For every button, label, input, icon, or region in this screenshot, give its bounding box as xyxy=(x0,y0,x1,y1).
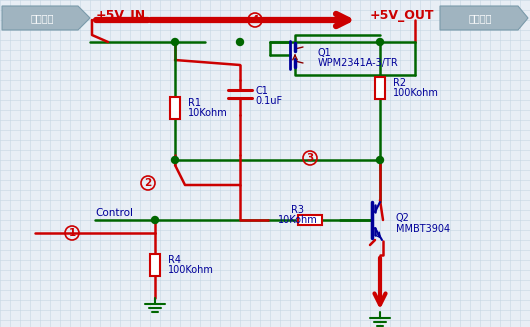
Text: 0.1uF: 0.1uF xyxy=(255,96,282,106)
Text: Control: Control xyxy=(95,208,133,218)
Text: +5V_OUT: +5V_OUT xyxy=(370,9,435,23)
Text: 100Kohm: 100Kohm xyxy=(168,265,214,275)
Text: 3: 3 xyxy=(306,153,314,163)
Text: 10Kohm: 10Kohm xyxy=(278,215,318,225)
Text: 2: 2 xyxy=(144,178,152,188)
Bar xyxy=(298,215,322,225)
Text: 10Kohm: 10Kohm xyxy=(188,108,228,118)
Circle shape xyxy=(152,216,158,223)
Text: +5V_IN: +5V_IN xyxy=(96,9,146,23)
Bar xyxy=(170,97,180,119)
Circle shape xyxy=(376,157,384,164)
Text: 100Kohm: 100Kohm xyxy=(393,88,439,98)
Text: R3: R3 xyxy=(292,205,305,215)
Text: Q1: Q1 xyxy=(318,48,332,58)
Circle shape xyxy=(172,157,179,164)
Text: 电源输入: 电源输入 xyxy=(30,13,54,23)
Circle shape xyxy=(236,39,243,45)
Bar xyxy=(375,77,385,99)
Text: Q2: Q2 xyxy=(396,213,410,223)
Text: 4: 4 xyxy=(251,15,259,25)
Polygon shape xyxy=(440,6,528,30)
Bar xyxy=(150,254,160,276)
Text: C1: C1 xyxy=(255,86,268,96)
Circle shape xyxy=(172,39,179,45)
Text: R2: R2 xyxy=(393,78,406,88)
Circle shape xyxy=(376,39,384,45)
Text: R4: R4 xyxy=(168,255,181,265)
Text: MMBT3904: MMBT3904 xyxy=(396,224,450,234)
Text: R1: R1 xyxy=(188,98,201,108)
Text: 电源输出: 电源输出 xyxy=(468,13,492,23)
Text: 1: 1 xyxy=(68,228,76,238)
Text: WPM2341A-3/TR: WPM2341A-3/TR xyxy=(318,58,399,68)
Polygon shape xyxy=(2,6,90,30)
